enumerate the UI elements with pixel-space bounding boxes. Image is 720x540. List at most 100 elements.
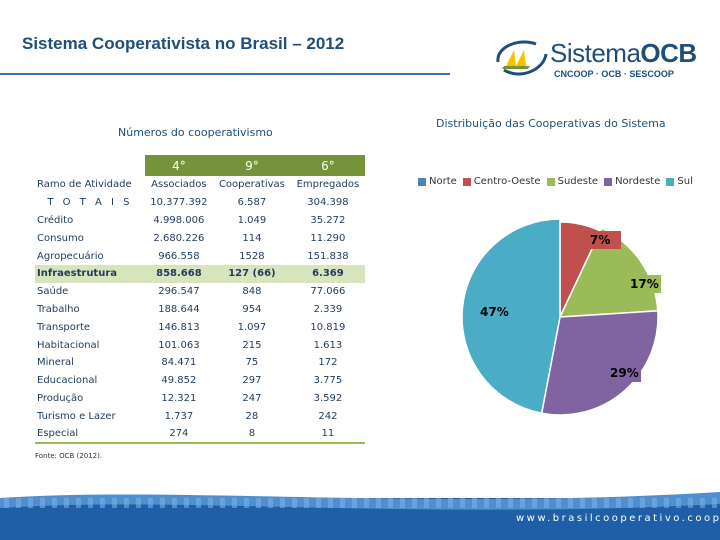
table-header-row: Ramo de Atividade Associados Cooperativa… xyxy=(35,176,365,194)
cell-ramo: Saúde xyxy=(37,286,69,298)
cell-empregados: 1.613 xyxy=(313,339,343,351)
cell-empregados: 11.290 xyxy=(310,232,346,244)
cell-ramo: Mineral xyxy=(37,357,74,369)
legend-swatch xyxy=(604,177,613,186)
table-row: Habitacional 101.063 215 1.613 xyxy=(35,336,365,354)
legend-swatch xyxy=(462,177,471,186)
table-row: Trabalho 188.644 954 2.339 xyxy=(35,301,365,319)
table-row: Educacional 49.852 297 3.775 xyxy=(35,372,365,390)
logo-text-bold: OCB xyxy=(640,38,697,68)
pie-slice xyxy=(540,310,659,416)
cell-associados: 146.813 xyxy=(158,321,200,333)
table-row: Turismo e Lazer 1.737 28 242 xyxy=(35,407,365,425)
cell-associados: 1.737 xyxy=(164,410,194,422)
header-empregados: Empregados xyxy=(296,179,360,191)
legend-item: Norte xyxy=(418,176,457,187)
table-row: Crédito 4.998.006 1.049 35.272 xyxy=(35,212,365,230)
pie-data-label: 17% xyxy=(627,275,661,293)
pie-slice xyxy=(461,218,561,415)
chart-title: Distribuição das Cooperativas do Sistema xyxy=(436,117,666,130)
legend-label: Centro-Oeste xyxy=(473,176,541,187)
chart-legend: Norte Centro-Oeste Sudeste Nordeste Sul xyxy=(418,176,693,187)
legend-label: Sul xyxy=(677,176,693,187)
pie-data-label: 7% xyxy=(587,231,621,249)
legend-item: Sul xyxy=(666,176,693,187)
legend-label: Sudeste xyxy=(557,176,599,187)
pie-label-box xyxy=(477,303,511,321)
cell-ramo: Especial xyxy=(35,425,145,444)
cell-associados: 188.644 xyxy=(158,303,200,315)
cell-associados: 84.471 xyxy=(161,357,197,369)
header-ramo: Ramo de Atividade xyxy=(37,179,132,191)
source-note: Fonte: OCB (2012). xyxy=(35,452,103,460)
header-cooperativas: Cooperativas xyxy=(218,179,285,191)
footer-dot-pattern xyxy=(4,498,717,508)
cell-cooperativas: 297 xyxy=(242,375,262,387)
table-row: Infraestrutura 858.668 127 (66) 6.369 xyxy=(35,264,365,283)
cell-ramo: Produção xyxy=(37,392,84,404)
pie-chart: 7% 17% 29% 47% xyxy=(461,218,661,416)
cell-cooperativas: 1.097 xyxy=(237,321,267,333)
cell-cooperativas: 247 xyxy=(242,392,262,404)
pie-label-text: 7% xyxy=(590,233,610,247)
table-row: Mineral 84.471 75 172 xyxy=(35,354,365,372)
cell-cooperativas: 75 xyxy=(245,357,259,369)
cell-ramo: Turismo e Lazer xyxy=(37,410,116,422)
cell-empregados: 35.272 xyxy=(310,214,346,226)
pie-label-text: 47% xyxy=(480,305,509,319)
cell-associados: 4.998.006 xyxy=(153,214,205,226)
totals-row: T O T A I S 10.377.392 6.587 304.398 xyxy=(35,194,365,212)
cell-associados: 274 xyxy=(144,425,213,444)
slide-title: Sistema Cooperativista no Brasil – 2012 xyxy=(22,34,345,53)
pie-data-label: 47% xyxy=(477,303,511,321)
cell-empregados: 2.339 xyxy=(313,303,343,315)
pie-label-text: 17% xyxy=(630,277,659,291)
cell-cooperativas: 848 xyxy=(242,286,262,298)
pie-data-label: 29% xyxy=(607,364,641,382)
legend-swatch xyxy=(418,177,426,186)
table-caption: Números do cooperativismo xyxy=(118,126,273,139)
cell-associados: 49.852 xyxy=(161,375,197,387)
legend-item: Nordeste xyxy=(604,176,660,187)
cell-cooperativas: 1528 xyxy=(239,250,265,262)
cell-empregados: 6.369 xyxy=(290,264,365,283)
cell-associados: 101.063 xyxy=(158,339,200,351)
totals-associados: 10.377.392 xyxy=(150,197,208,209)
cell-associados: 858.668 xyxy=(144,264,213,283)
totals-empregados: 304.398 xyxy=(307,197,349,209)
cooperatives-table: 4° 9° 6° Ramo de Atividade Associados Co… xyxy=(35,155,365,444)
ocb-logo-mark-icon xyxy=(496,40,548,76)
table-row: Agropecuário 966.558 1528 151.838 xyxy=(35,247,365,265)
legend-swatch xyxy=(546,177,555,186)
header-associados: Associados xyxy=(151,179,207,191)
rank-empregados: 6° xyxy=(290,155,365,176)
cell-empregados: 11 xyxy=(290,425,365,444)
logo-wordmark: SistemaOCB xyxy=(550,38,697,69)
pie-label-box xyxy=(607,364,641,382)
cell-empregados: 3.592 xyxy=(313,392,343,404)
table-row: Consumo 2.680.226 114 11.290 xyxy=(35,229,365,247)
cell-empregados: 242 xyxy=(318,410,338,422)
title-underline xyxy=(0,73,450,75)
table-row: Especial 274 8 11 xyxy=(35,425,365,444)
cell-associados: 296.547 xyxy=(158,286,200,298)
cell-ramo: Consumo xyxy=(37,232,84,244)
totals-cooperativas: 6.587 xyxy=(237,197,267,209)
cell-cooperativas: 954 xyxy=(242,303,262,315)
cell-ramo: Trabalho xyxy=(37,303,80,315)
cell-empregados: 151.838 xyxy=(307,250,349,262)
cell-cooperativas: 1.049 xyxy=(237,214,267,226)
cell-cooperativas: 8 xyxy=(212,425,291,444)
rank-cooperativas: 9° xyxy=(212,155,291,176)
cell-associados: 966.558 xyxy=(158,250,200,262)
sistema-ocb-logo: SistemaOCB CNCOOP · OCB · SESCOOP xyxy=(492,36,702,82)
legend-label: Norte xyxy=(429,176,457,187)
logo-text-light: Sistema xyxy=(550,38,641,68)
footer-band xyxy=(0,492,720,540)
rank-associados: 4° xyxy=(144,155,213,176)
table-row: Transporte 146.813 1.097 10.819 xyxy=(35,318,365,336)
pie-label-box xyxy=(587,231,621,249)
cell-empregados: 77.066 xyxy=(310,286,346,298)
cell-associados: 12.321 xyxy=(161,392,197,404)
cell-ramo: Crédito xyxy=(37,214,74,226)
